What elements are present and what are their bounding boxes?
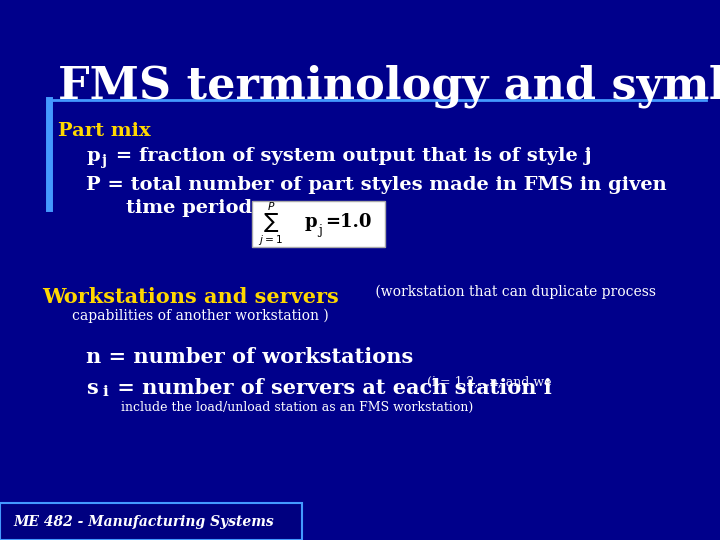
Text: P = total number of part styles made in FMS in given: P = total number of part styles made in …	[86, 176, 667, 193]
FancyBboxPatch shape	[0, 503, 302, 540]
Text: Workstations and servers: Workstations and servers	[42, 287, 338, 307]
Text: $\sum_{j=1}^{P}$: $\sum_{j=1}^{P}$	[258, 200, 284, 247]
Text: FMS terminology and symbols: FMS terminology and symbols	[58, 65, 720, 109]
Text: p: p	[86, 147, 100, 165]
Text: = fraction of system output that is of style j: = fraction of system output that is of s…	[109, 147, 592, 165]
Text: i: i	[102, 385, 108, 399]
Text: Part mix: Part mix	[58, 122, 150, 139]
Text: = number of servers at each station i: = number of servers at each station i	[110, 378, 552, 398]
Text: n = number of workstations: n = number of workstations	[86, 347, 414, 367]
Text: j: j	[318, 224, 322, 238]
Text: (i = 1,2,...n, and we: (i = 1,2,...n, and we	[423, 375, 552, 388]
Text: =1.0: =1.0	[325, 213, 372, 231]
Text: include the load/unload station as an FMS workstation): include the load/unload station as an FM…	[121, 401, 473, 414]
Text: capabilities of another workstation ): capabilities of another workstation )	[72, 309, 329, 323]
Text: s: s	[86, 378, 98, 398]
Text: time period: time period	[126, 199, 252, 217]
Text: p: p	[305, 213, 318, 231]
Text: ME 482 - Manufacturing Systems: ME 482 - Manufacturing Systems	[13, 515, 274, 529]
FancyBboxPatch shape	[252, 201, 385, 247]
Text: j: j	[102, 154, 107, 168]
Text: (workstation that can duplicate process: (workstation that can duplicate process	[371, 285, 656, 299]
